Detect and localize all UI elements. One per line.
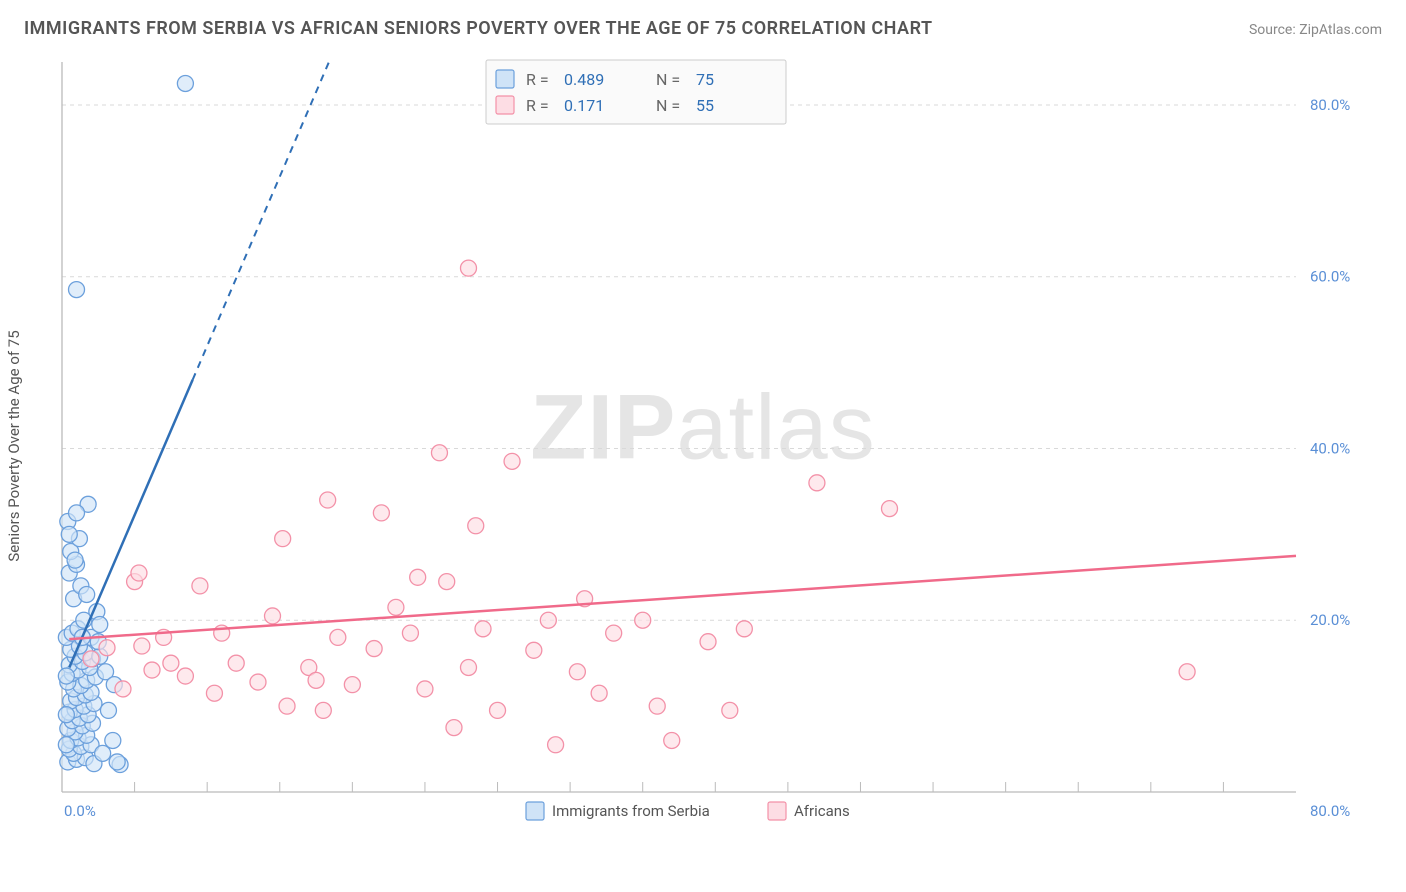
point-africans [460, 659, 476, 675]
point-serbia [58, 668, 74, 684]
point-africans [591, 685, 607, 701]
point-africans [700, 634, 716, 650]
x-tick-label: 80.0% [1310, 802, 1350, 820]
point-africans [163, 655, 179, 671]
point-africans [606, 625, 622, 641]
point-africans [144, 662, 160, 678]
point-africans [504, 453, 520, 469]
point-africans [315, 702, 331, 718]
point-africans [882, 501, 898, 517]
point-africans [83, 651, 99, 667]
point-africans [460, 260, 476, 276]
legend-series: Immigrants from Serbia Africans [526, 802, 850, 820]
y-axis-label: Seniors Poverty Over the Age of 75 [5, 330, 23, 561]
trendline-serbia-dashed [193, 62, 329, 380]
point-africans [526, 642, 542, 658]
point-serbia [58, 707, 74, 723]
point-africans [540, 612, 556, 628]
point-africans [431, 445, 447, 461]
x-tick-label: 0.0% [64, 802, 96, 820]
point-africans [1179, 664, 1195, 680]
legend-n-value-serbia: 75 [696, 70, 714, 89]
point-africans [446, 720, 462, 736]
point-africans [330, 629, 346, 645]
point-africans [279, 698, 295, 714]
point-africans [468, 518, 484, 534]
point-africans [228, 655, 244, 671]
legend-n-label: N = [656, 96, 680, 115]
point-africans [265, 608, 281, 624]
point-africans [439, 574, 455, 590]
point-africans [177, 668, 193, 684]
chart-title: IMMIGRANTS FROM SERBIA VS AFRICAN SENIOR… [24, 18, 933, 39]
point-serbia [69, 282, 85, 298]
point-africans [308, 672, 324, 688]
point-africans [635, 612, 651, 628]
point-africans [134, 638, 150, 654]
legend-n-label: N = [656, 70, 680, 89]
point-africans [388, 599, 404, 615]
point-africans [320, 492, 336, 508]
point-africans [402, 625, 418, 641]
legend-r-value-africans: 0.171 [564, 96, 604, 115]
point-africans [410, 569, 426, 585]
point-serbia [58, 737, 74, 753]
point-africans [366, 641, 382, 657]
legend-swatch-serbia [496, 70, 514, 88]
legend-r-label: R = [526, 70, 549, 89]
point-serbia [100, 702, 116, 718]
point-serbia [69, 505, 85, 521]
point-serbia [79, 586, 95, 602]
source-label: Source: ZipAtlas.com [1249, 22, 1382, 38]
legend-label-africans: Africans [794, 802, 850, 820]
point-africans [344, 677, 360, 693]
y-tick-label: 60.0% [1310, 268, 1350, 286]
point-africans [548, 737, 564, 753]
point-africans [722, 702, 738, 718]
point-africans [664, 732, 680, 748]
point-serbia [177, 75, 193, 91]
point-africans [373, 505, 389, 521]
y-tick-label: 40.0% [1310, 439, 1350, 457]
legend-r-label: R = [526, 96, 549, 115]
point-serbia [92, 617, 108, 633]
legend-n-value-africans: 55 [696, 96, 714, 115]
point-africans [417, 681, 433, 697]
point-serbia [67, 552, 83, 568]
point-serbia [95, 745, 111, 761]
point-africans [131, 565, 147, 581]
legend-label-serbia: Immigrants from Serbia [552, 802, 710, 820]
legend-stats: R = 0.489 N = 75 R = 0.171 N = 55 [486, 60, 786, 124]
legend-swatch-africans [496, 96, 514, 114]
legend-r-value-serbia: 0.489 [564, 70, 604, 89]
point-africans [99, 640, 115, 656]
point-africans [115, 681, 131, 697]
point-serbia [109, 754, 125, 770]
point-serbia [61, 526, 77, 542]
point-africans [649, 698, 665, 714]
legend-swatch-africans [768, 802, 786, 820]
scatter-chart: 20.0% 40.0% 60.0% 80.0% 0.0% 80.0% R = 0.489 N =… [56, 56, 1366, 836]
y-tick-label: 80.0% [1310, 96, 1350, 114]
point-africans [569, 664, 585, 680]
point-africans [206, 685, 222, 701]
point-africans [475, 621, 491, 637]
point-africans [809, 475, 825, 491]
point-africans [192, 578, 208, 594]
point-africans [736, 621, 752, 637]
point-africans [490, 702, 506, 718]
legend-swatch-serbia [526, 802, 544, 820]
point-africans [250, 674, 266, 690]
point-africans [275, 531, 291, 547]
trendline-africans [69, 556, 1296, 639]
y-tick-label: 20.0% [1310, 611, 1350, 629]
trendline-serbia [69, 380, 192, 668]
